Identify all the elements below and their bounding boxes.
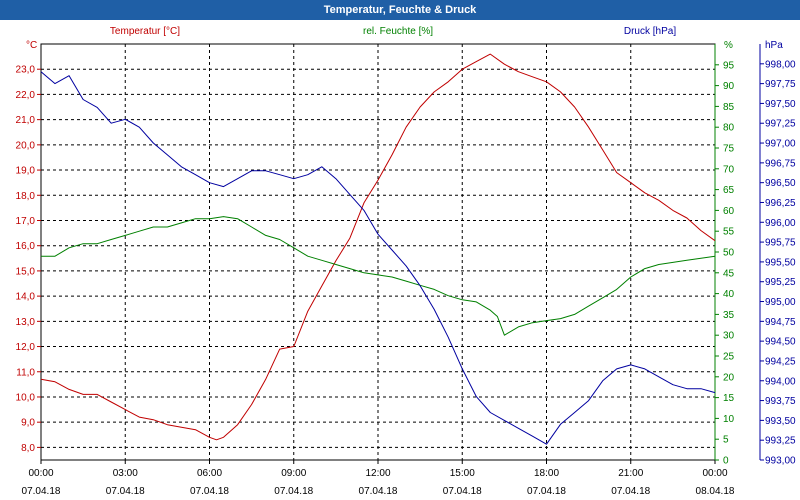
- y-tick-label-temperature: 10,0: [16, 392, 36, 403]
- x-tick-label-time: 18:00: [534, 468, 559, 479]
- x-tick-label-date: 07.04.18: [443, 486, 482, 497]
- y-tick-label-humidity: 70: [723, 164, 735, 175]
- y-tick-label-pressure: 995,50: [765, 257, 796, 268]
- y-tick-label-pressure: 994,25: [765, 356, 796, 367]
- x-tick-label-date: 07.04.18: [611, 486, 650, 497]
- y-tick-label-humidity: 85: [723, 102, 735, 113]
- y-tick-label-temperature: 11,0: [16, 367, 35, 378]
- x-tick-label-time: 15:00: [450, 468, 475, 479]
- y-tick-label-temperature: 22,0: [16, 90, 36, 101]
- x-tick-label-date: 07.04.18: [22, 486, 61, 497]
- y-tick-label-pressure: 994,75: [765, 317, 796, 328]
- pressure-unit-label: hPa: [765, 40, 783, 51]
- y-tick-label-humidity: 90: [723, 81, 735, 92]
- x-tick-label-time: 00:00: [702, 468, 727, 479]
- y-tick-label-humidity: 35: [723, 310, 735, 321]
- x-tick-label-date: 07.04.18: [274, 486, 313, 497]
- y-tick-label-humidity: 40: [723, 289, 735, 300]
- x-tick-label-time: 03:00: [113, 468, 138, 479]
- y-tick-label-humidity: 10: [723, 414, 735, 425]
- x-tick-label-date: 08.04.18: [696, 486, 735, 497]
- y-tick-label-temperature: 12,0: [16, 342, 36, 353]
- y-tick-label-pressure: 994,50: [765, 337, 796, 348]
- series-line-temperature: [40, 53, 716, 441]
- chart-title: Temperatur, Feuchte & Druck: [0, 0, 800, 20]
- y-tick-label-pressure: 996,50: [765, 178, 796, 189]
- x-tick-label-time: 21:00: [618, 468, 643, 479]
- x-tick-label-time: 00:00: [28, 468, 53, 479]
- y-tick-label-pressure: 995,25: [765, 277, 796, 288]
- y-tick-label-humidity: 75: [723, 144, 735, 155]
- legend-temperature: Temperatur [°C]: [110, 26, 180, 37]
- y-tick-label-pressure: 993,25: [765, 436, 796, 447]
- y-tick-label-humidity: 95: [723, 60, 735, 71]
- y-tick-label-humidity: 30: [723, 331, 735, 342]
- y-tick-label-pressure: 993,00: [765, 456, 796, 467]
- x-tick-label-time: 12:00: [365, 468, 390, 479]
- temperature-unit-label: °C: [26, 40, 37, 51]
- y-tick-label-temperature: 21,0: [16, 115, 36, 126]
- y-tick-label-pressure: 996,75: [765, 158, 796, 169]
- y-tick-label-temperature: 17,0: [16, 216, 36, 227]
- y-tick-label-pressure: 993,50: [765, 416, 796, 427]
- y-tick-label-temperature: 14,0: [16, 292, 36, 303]
- y-tick-label-temperature: 20,0: [16, 140, 36, 151]
- series-line-pressure: [40, 71, 716, 445]
- y-tick-label-pressure: 995,75: [765, 238, 796, 249]
- x-tick-label-date: 07.04.18: [190, 486, 229, 497]
- y-tick-label-pressure: 995,00: [765, 297, 796, 308]
- y-tick-label-humidity: 55: [723, 227, 735, 238]
- y-tick-label-pressure: 997,00: [765, 139, 796, 150]
- y-tick-label-pressure: 996,00: [765, 218, 796, 229]
- y-tick-label-humidity: 80: [723, 123, 735, 134]
- plot-frame: [40, 43, 716, 461]
- y-tick-label-humidity: 45: [723, 268, 735, 279]
- y-tick-label-humidity: 20: [723, 372, 735, 383]
- y-tick-label-pressure: 998,00: [765, 59, 796, 70]
- x-tick-label-time: 06:00: [197, 468, 222, 479]
- y-tick-label-pressure: 994,00: [765, 376, 796, 387]
- legend-humidity: rel. Feuchte [%]: [363, 26, 433, 37]
- y-tick-label-temperature: 13,0: [16, 317, 36, 328]
- humidity-unit-label: %: [724, 40, 733, 51]
- legend-pressure: Druck [hPa]: [624, 26, 676, 37]
- y-tick-label-pressure: 997,50: [765, 99, 796, 110]
- y-tick-label-temperature: 16,0: [16, 241, 36, 252]
- y-tick-label-pressure: 993,75: [765, 396, 796, 407]
- y-tick-label-pressure: 997,75: [765, 79, 796, 90]
- y-tick-label-humidity: 5: [723, 435, 729, 446]
- x-tick-label-date: 07.04.18: [359, 486, 398, 497]
- y-tick-label-humidity: 0: [723, 456, 729, 467]
- axis-headers: °C% hPa Temperatur [°C] rel. Feuchte [%] Dru…: [26, 26, 783, 51]
- y-tick-label-pressure: 996,25: [765, 198, 796, 209]
- y-tick-label-temperature: 18,0: [16, 191, 36, 202]
- y-tick-label-humidity: 25: [723, 352, 735, 363]
- y-tick-label-pressure: 997,25: [765, 119, 796, 130]
- y-tick-label-temperature: 8,0: [21, 443, 35, 454]
- y-tick-label-humidity: 50: [723, 248, 735, 259]
- y-tick-label-humidity: 65: [723, 185, 735, 196]
- y-tick-label-temperature: 19,0: [16, 166, 36, 177]
- series-line-humidity: [41, 216, 716, 336]
- axes: 8,0 9,0 10,0 11,0 12,0 13,0 14,0 15,0 16,0 17,0 18…: [16, 44, 796, 497]
- x-tick-label-date: 07.04.18: [106, 486, 145, 497]
- y-tick-label-humidity: 15: [723, 393, 735, 404]
- y-tick-label-temperature: 9,0: [21, 418, 35, 429]
- series-lines: [40, 53, 716, 445]
- x-tick-label-time: 09:00: [281, 468, 306, 479]
- x-tick-label-date: 07.04.18: [527, 486, 566, 497]
- y-tick-label-temperature: 23,0: [16, 65, 36, 76]
- y-tick-label-temperature: 15,0: [16, 266, 36, 277]
- y-tick-label-humidity: 60: [723, 206, 735, 217]
- grid-lines: [41, 44, 715, 460]
- chart-plot-area: 8,0 9,0 10,0 11,0 12,0 13,0 14,0 15,0 16,0 17,0 18…: [16, 26, 796, 497]
